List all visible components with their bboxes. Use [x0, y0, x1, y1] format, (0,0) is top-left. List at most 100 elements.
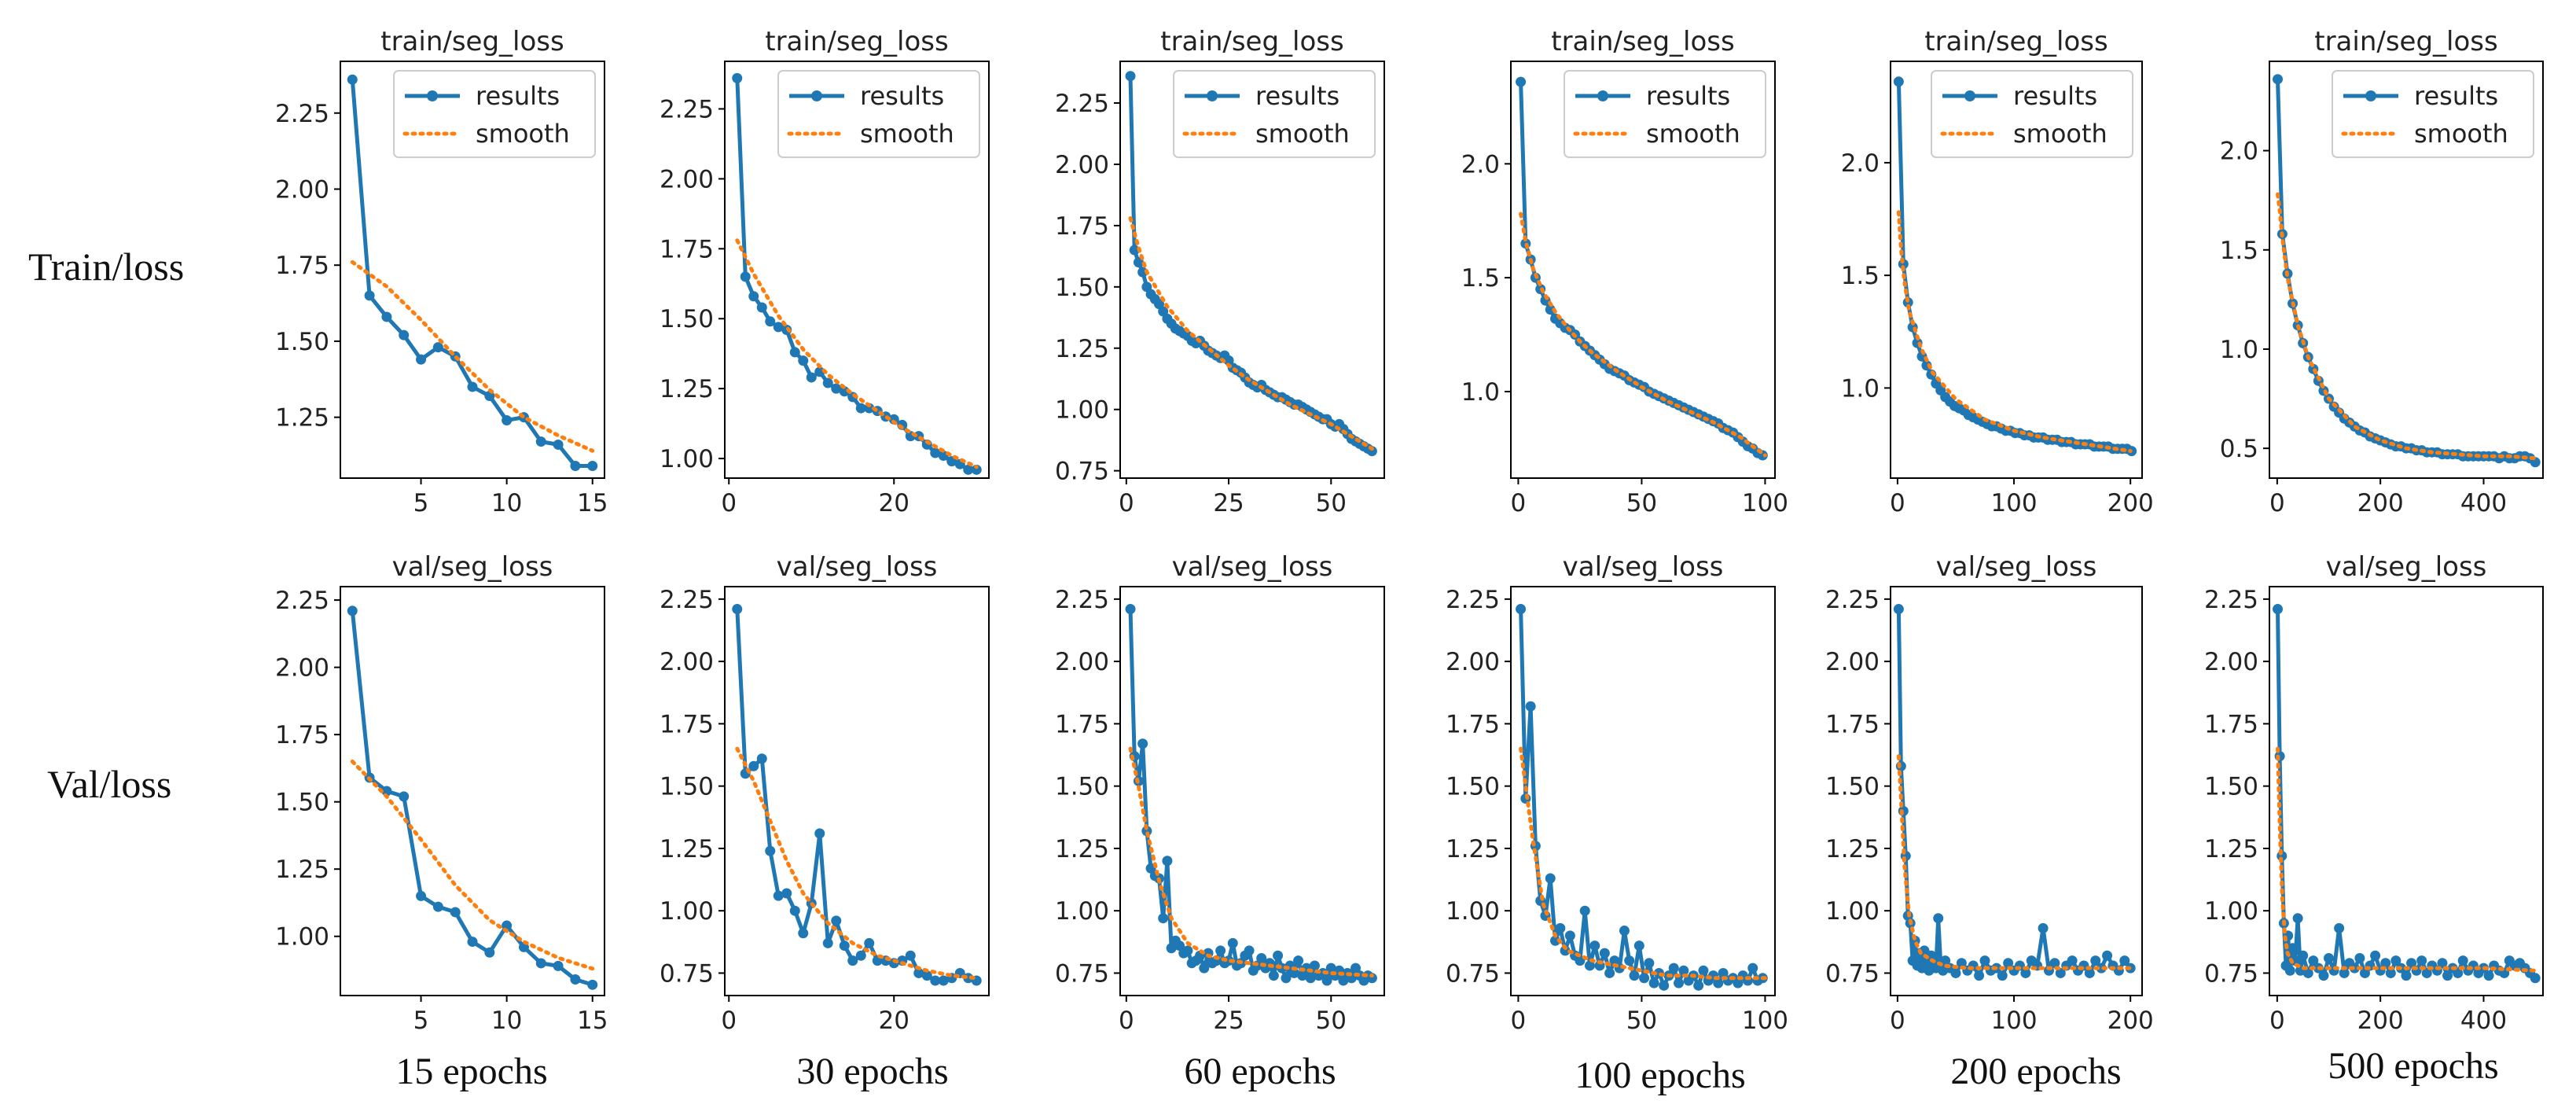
results-point: [2038, 922, 2049, 933]
legend-results-marker: [1597, 90, 1608, 101]
y-tick-label: 1.50: [660, 305, 714, 333]
y-tick-label: 1.25: [660, 835, 714, 863]
results-point: [1297, 970, 1308, 981]
y-tick-label: 2.00: [1055, 151, 1109, 179]
results-point: [2437, 958, 2448, 969]
x-tick-label: 200: [2357, 1007, 2404, 1035]
y-tick-label: 2.25: [1446, 586, 1500, 614]
results-point: [2288, 943, 2299, 954]
chart-title: val/seg_loss: [1172, 551, 1333, 583]
results-point: [822, 937, 833, 948]
chart-title: train/seg_loss: [380, 26, 564, 57]
plot-frame: [340, 586, 605, 996]
chart-0-1: train/seg_loss 1.00 1.25 1.50 1.75 2.00 2.25 0 2…: [660, 26, 990, 517]
y-tick-label: 1.75: [1825, 710, 1880, 738]
y-tick-label: 2.00: [660, 165, 714, 193]
results-point: [789, 905, 800, 916]
results-point: [1516, 604, 1527, 615]
results-point: [535, 958, 546, 969]
row-label-train: Train/loss: [28, 245, 185, 289]
results-point: [2380, 958, 2391, 969]
results-point: [781, 888, 792, 899]
chart-title: train/seg_loss: [1160, 26, 1343, 57]
x-tick-label: 5: [413, 1007, 429, 1035]
results-point: [798, 928, 809, 939]
legend-results-label: results: [860, 81, 944, 111]
results-point: [1713, 977, 1724, 988]
results-point: [1545, 873, 1556, 884]
epoch-label-15: 15 epochs: [395, 1051, 548, 1092]
plot-frame: [1890, 61, 2143, 479]
x-tick-label: 0: [1890, 489, 1905, 517]
results-point: [765, 845, 776, 856]
chart-0-3: train/seg_loss 1.0 1.5 2.0 0 50 100 results smoo…: [1461, 26, 1788, 517]
results-point: [535, 436, 546, 447]
results-point: [1599, 948, 1610, 959]
results-point: [2359, 967, 2370, 978]
results-point: [831, 383, 842, 394]
y-tick-label: 1.25: [1446, 835, 1500, 863]
epoch-label-500: 500 epochs: [2328, 1045, 2499, 1087]
y-tick-label: 1.75: [1055, 212, 1109, 241]
results-point: [1125, 604, 1136, 615]
results-point: [1244, 945, 1255, 956]
x-tick-label: 200: [2357, 489, 2404, 517]
results-point: [789, 347, 800, 358]
y-tick-label: 0.5: [2220, 435, 2258, 463]
results-point: [570, 461, 581, 472]
legend-results-label: results: [1646, 81, 1730, 111]
y-tick-label: 2.0: [1841, 149, 1880, 178]
y-tick-label: 0.75: [1055, 458, 1109, 486]
x-tick-label: 100: [1990, 1007, 2037, 1035]
results-point: [1288, 967, 1299, 978]
results-point: [2324, 952, 2335, 963]
results-point: [814, 828, 825, 839]
results-point: [814, 366, 825, 377]
y-tick-label: 1.50: [275, 789, 329, 817]
results-line: [1896, 609, 2133, 978]
x-tick-label: 10: [491, 489, 522, 517]
results-point: [2318, 970, 2329, 981]
results-point: [798, 355, 809, 366]
results-point: [2273, 74, 2284, 85]
y-tick-label: 1.0: [1461, 378, 1500, 407]
chart-0-4: train/seg_loss 1.0 1.5 2.0 0 100 200 results smo…: [1841, 26, 2154, 517]
results-point: [1158, 913, 1169, 924]
results-point: [2084, 967, 2095, 978]
smooth-line: [2276, 746, 2537, 973]
y-tick-label: 0.75: [2204, 959, 2258, 988]
results-point: [2273, 604, 2284, 615]
results-point: [2401, 970, 2412, 981]
results-point: [1174, 940, 1185, 952]
legend-results-marker: [427, 90, 438, 101]
x-tick-label: 400: [2460, 489, 2507, 517]
results-point: [1668, 963, 1679, 974]
y-tick-label: 2.00: [275, 654, 329, 683]
y-tick-label: 1.5: [2220, 237, 2258, 265]
plot-frame: [2269, 586, 2544, 996]
smooth-line: [1128, 746, 1374, 978]
y-tick-label: 1.00: [660, 897, 714, 926]
results-point: [1305, 973, 1316, 984]
results-point: [2453, 967, 2464, 978]
legend-smooth-label: smooth: [1646, 119, 1740, 149]
y-tick-label: 1.00: [1825, 897, 1880, 926]
epoch-label-60: 60 epochs: [1184, 1051, 1336, 1092]
results-point: [1733, 977, 1744, 988]
smooth-line: [1128, 216, 1374, 451]
results-point: [831, 915, 842, 926]
results-point: [1162, 856, 1173, 867]
y-tick-label: 2.25: [1055, 586, 1109, 614]
results-point: [1633, 940, 1644, 952]
results-point: [963, 464, 974, 475]
x-tick-label: 0: [2269, 489, 2285, 517]
results-point: [1555, 922, 1566, 933]
y-tick-label: 2.25: [2204, 586, 2258, 614]
y-tick-label: 1.75: [1055, 710, 1109, 738]
y-tick-label: 0.75: [660, 959, 714, 988]
results-point: [416, 890, 427, 901]
smooth-line: [1896, 210, 2133, 454]
results-point: [1293, 955, 1304, 966]
results-point: [553, 439, 564, 450]
results-point: [1545, 304, 1556, 315]
